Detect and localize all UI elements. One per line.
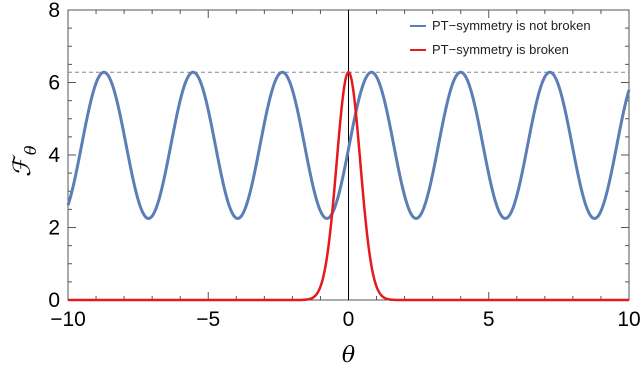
x-axis-label: θ [342,343,355,368]
y-tick-label: 8 [48,0,60,22]
y-tick-label: 4 [48,144,60,167]
series-line-broken [68,70,629,302]
legend: PT−symmetry is not broken PT−symmetry is… [410,18,591,57]
y-tick-label: 2 [48,217,60,240]
x-tick-label: 0 [343,308,355,331]
y-tick-label: 6 [48,72,60,95]
y-axis-label-main: ℱ [8,154,36,177]
y-tick-label: 0 [48,289,60,312]
x-tick-label: 10 [617,308,640,331]
y-axis-label-sub: θ [21,145,40,155]
y-axis-label: ℱθ [8,145,40,177]
tick-labels: −10 −5 0 5 10 0 2 4 6 8 [48,0,640,331]
series-layer [66,70,631,302]
x-tick-label: −5 [196,308,220,331]
series-line-not-broken [66,70,631,220]
x-tick-label: 5 [483,308,495,331]
legend-label-broken: PT−symmetry is broken [432,42,569,57]
x-tick-label: −10 [50,308,86,331]
legend-label-not-broken: PT−symmetry is not broken [432,18,591,33]
